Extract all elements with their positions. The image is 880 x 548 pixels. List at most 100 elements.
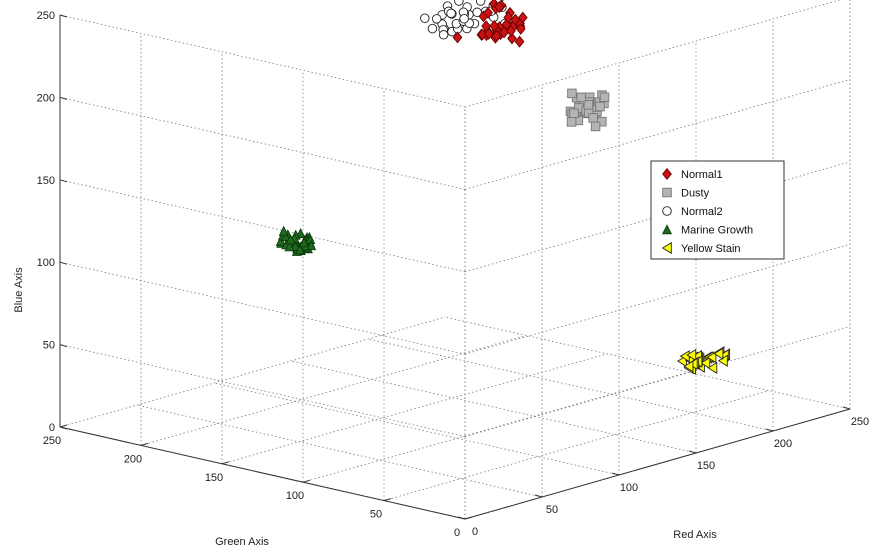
data-point xyxy=(597,116,607,127)
data-point xyxy=(499,26,509,39)
y-tick-label: 50 xyxy=(370,509,382,521)
data-point xyxy=(483,6,493,19)
data-point xyxy=(507,32,517,45)
data-point xyxy=(576,92,586,103)
legend: Normal1 Dusty Normal2 Marine Growth Yellow S… xyxy=(650,160,785,260)
y-tick-mark xyxy=(383,498,392,502)
x-tick-mark xyxy=(765,428,774,432)
data-point xyxy=(472,7,482,18)
grid-line xyxy=(464,0,841,108)
grid-line xyxy=(59,344,466,437)
x-tick-label: 50 xyxy=(546,504,558,516)
y-tick-label: 250 xyxy=(43,435,61,447)
z-tick-mark xyxy=(59,344,68,348)
legend-marker xyxy=(662,167,672,181)
data-point xyxy=(567,88,577,99)
grid-line xyxy=(59,179,466,273)
data-point xyxy=(706,351,717,364)
series-yellow-stain xyxy=(676,345,731,375)
z-tick-label: 50 xyxy=(43,340,55,352)
data-point xyxy=(298,237,309,248)
x-tick-mark xyxy=(611,472,620,476)
data-point xyxy=(566,117,577,127)
data-point xyxy=(306,240,317,251)
data-points xyxy=(275,0,731,375)
z-tick-label: 150 xyxy=(37,175,55,187)
data-point xyxy=(438,30,449,40)
tick-labels: 0501001502002500501001502002500501001502… xyxy=(37,10,870,539)
data-point xyxy=(583,100,594,110)
data-point xyxy=(489,19,500,33)
series-normal1 xyxy=(452,0,528,48)
z-tick-mark xyxy=(59,261,68,265)
data-point xyxy=(590,121,601,132)
legend-label: Yellow Stain xyxy=(681,243,741,255)
data-point xyxy=(475,0,486,6)
grid-line xyxy=(59,97,466,190)
data-point xyxy=(517,11,528,24)
series-normal2 xyxy=(420,0,510,40)
data-point xyxy=(483,27,494,40)
axes-box xyxy=(59,14,851,520)
x-axis-line xyxy=(464,408,851,520)
data-point xyxy=(278,225,289,236)
x-tick-mark xyxy=(534,494,543,498)
legend-label: Normal2 xyxy=(681,206,723,218)
x-axis-label: Red Axis xyxy=(673,529,717,541)
grid-line xyxy=(290,360,697,454)
z-tick-label: 250 xyxy=(37,10,55,22)
legend-marker xyxy=(661,224,673,235)
data-point xyxy=(427,23,438,34)
data-point xyxy=(491,29,502,42)
x-tick-label: 150 xyxy=(697,460,715,472)
z-tick-label: 0 xyxy=(49,422,55,434)
data-point xyxy=(290,240,301,251)
y-tick-label: 0 xyxy=(454,527,460,539)
grid-line xyxy=(464,243,851,355)
x-tick-mark xyxy=(842,406,851,410)
data-point xyxy=(599,92,610,102)
data-point xyxy=(686,348,697,362)
legend-box xyxy=(650,160,785,260)
x-tick-label: 200 xyxy=(774,438,792,450)
x-tick-label: 100 xyxy=(620,482,638,494)
data-point xyxy=(515,22,526,35)
y-tick-mark xyxy=(464,516,473,520)
y-tick-mark xyxy=(302,479,311,483)
grid-line xyxy=(221,353,608,465)
data-point xyxy=(285,234,296,245)
x-tick-mark xyxy=(457,516,466,520)
legend-label: Marine Growth xyxy=(681,225,753,237)
z-tick-mark xyxy=(59,426,68,430)
grid-line xyxy=(302,371,689,483)
y-axis-line xyxy=(59,426,466,520)
z-tick-label: 200 xyxy=(37,92,55,104)
y-tick-mark xyxy=(140,442,149,446)
data-point xyxy=(420,13,430,24)
legend-marker xyxy=(661,241,672,255)
x-tick-mark xyxy=(688,450,697,454)
legend-label: Normal1 xyxy=(681,169,723,181)
x-tick-label: 250 xyxy=(851,416,869,428)
data-point xyxy=(588,113,598,123)
y-tick-mark xyxy=(221,461,230,465)
grid-line xyxy=(444,316,851,410)
grid-line xyxy=(464,79,851,190)
grid-line xyxy=(383,390,770,501)
z-tick-mark xyxy=(59,14,68,18)
data-point xyxy=(494,1,505,14)
data-point xyxy=(713,347,724,360)
data-point xyxy=(514,35,525,48)
grid-line xyxy=(367,338,774,432)
data-point xyxy=(506,24,516,37)
data-point xyxy=(595,101,605,112)
grid-line xyxy=(464,326,851,437)
data-point xyxy=(452,31,463,44)
y-tick-mark xyxy=(59,424,68,428)
grid-line xyxy=(136,404,543,498)
grid-line xyxy=(213,382,620,476)
data-point xyxy=(446,8,456,19)
legend-marker xyxy=(662,206,672,216)
z-axis-label: Blue Axis xyxy=(13,267,25,313)
